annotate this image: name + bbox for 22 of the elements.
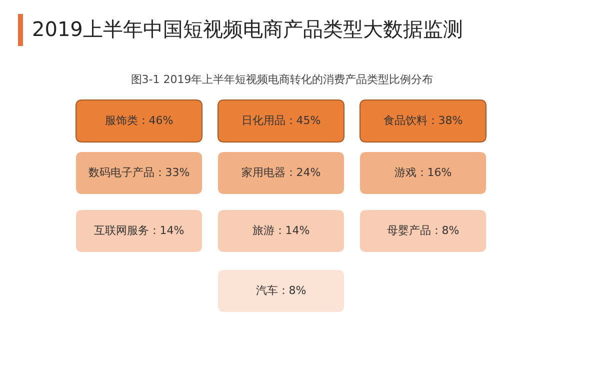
data-label: ：24%	[285, 166, 321, 179]
category-label: 母婴产品	[386, 224, 431, 237]
category-label: 食品饮料	[383, 114, 428, 127]
data-label: ：46%	[138, 114, 174, 127]
data-label: ：8%	[278, 284, 306, 297]
category-label: 数码电子产品	[88, 166, 154, 179]
data-label: ：16%	[416, 166, 452, 179]
data-label: ：45%	[285, 114, 321, 127]
category-label: 日化用品	[241, 114, 286, 127]
category-label: 旅游	[252, 224, 274, 237]
text: 图3-1 2019年上半年短视频电商转化的消费产品类型比例分布	[130, 72, 434, 86]
data-label: ：14%	[274, 224, 310, 237]
text: 2019上半年中国短视频电商产品类型大数据监测	[32, 17, 463, 42]
data-label: ：33%	[154, 166, 190, 179]
data-label: ：8%	[430, 224, 460, 237]
data-label: ：14%	[148, 224, 184, 237]
category-label: 互联网服务	[94, 224, 149, 237]
category-label: 服饰类	[104, 114, 138, 127]
category-label: 汽车	[256, 284, 278, 297]
category-label: 家用电器	[241, 166, 286, 179]
data-label: ：38%	[427, 114, 463, 127]
category-label: 游戏	[394, 166, 416, 179]
